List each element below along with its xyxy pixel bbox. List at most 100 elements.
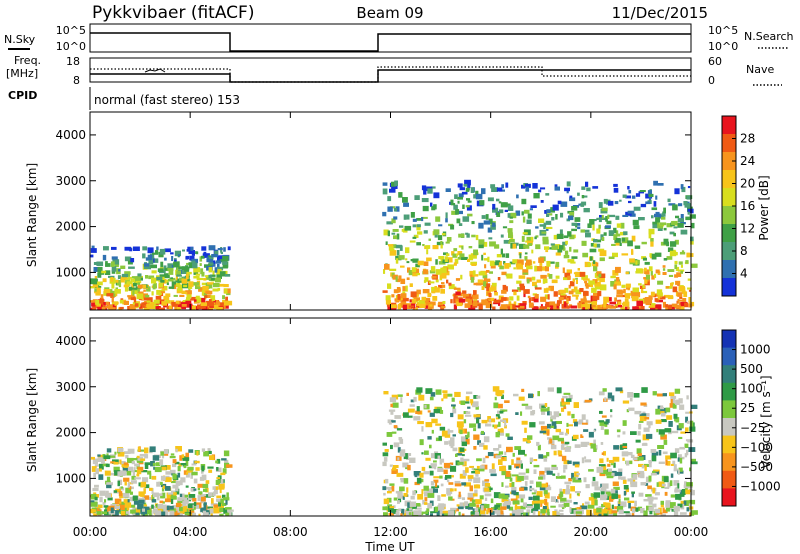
echo-cell — [110, 277, 114, 282]
echo-cell — [120, 278, 125, 283]
colorbar-swatch — [722, 116, 736, 135]
echo-cell — [623, 231, 628, 236]
echo-cell — [660, 412, 666, 417]
echo-cell — [457, 200, 460, 204]
echo-cell — [516, 264, 524, 270]
echo-cell — [669, 231, 675, 235]
echo-cell — [540, 502, 543, 507]
echo-cell — [547, 484, 551, 488]
echo-cell — [195, 273, 201, 276]
echo-cell — [634, 245, 641, 249]
echo-cell — [465, 414, 472, 417]
echo-cell — [539, 306, 547, 309]
echo-cell — [504, 501, 512, 506]
echo-cell — [583, 195, 588, 198]
echo-cell — [660, 500, 664, 505]
echo-cell — [523, 289, 530, 294]
echo-cell — [134, 470, 139, 473]
echo-cell — [397, 492, 403, 499]
echo-cell — [136, 474, 140, 477]
echo-cell — [601, 465, 607, 470]
echo-cell — [614, 201, 619, 205]
echo-cell — [409, 457, 416, 463]
echo-cell — [384, 449, 389, 452]
echo-cell — [470, 399, 474, 404]
echo-cell — [497, 428, 504, 434]
echo-cell — [214, 250, 219, 255]
echo-cell — [546, 260, 551, 267]
echo-cell — [426, 508, 430, 512]
echo-cell — [489, 271, 493, 274]
echo-cell — [657, 280, 664, 285]
echo-cell — [398, 192, 403, 198]
echo-cell — [393, 208, 397, 212]
echo-cell — [549, 247, 553, 250]
echo-cell — [566, 422, 569, 427]
echo-cell — [458, 233, 465, 238]
echo-cell — [158, 282, 163, 288]
echo-cell — [545, 266, 549, 272]
echo-cell — [148, 303, 154, 310]
echo-cell — [515, 466, 519, 469]
echo-cell — [631, 491, 635, 494]
echo-cell — [603, 502, 607, 506]
echo-cell — [185, 290, 192, 295]
echo-cell — [184, 463, 188, 466]
echo-cell — [688, 503, 691, 508]
echo-cell — [472, 508, 475, 513]
echo-cell — [91, 466, 97, 472]
echo-cell — [509, 296, 514, 301]
echo-cell — [584, 459, 592, 463]
colorbar-swatch — [722, 453, 736, 472]
echo-cell — [177, 278, 180, 285]
echo-cell — [137, 284, 144, 289]
echo-cell — [596, 228, 601, 234]
echo-cell — [403, 202, 409, 207]
echo-cell — [412, 272, 418, 277]
echo-cell — [169, 505, 174, 510]
colorbar-swatch — [722, 134, 736, 153]
echo-cell — [397, 447, 401, 453]
echo-cell — [488, 237, 493, 240]
echo-cell — [209, 508, 216, 514]
echo-cell — [608, 200, 614, 206]
echo-cell — [170, 252, 174, 255]
velocity-echoes — [90, 386, 698, 516]
echo-cell — [133, 500, 140, 505]
echo-cell — [654, 492, 660, 496]
range-tick-label: 4000 — [55, 334, 86, 348]
echo-cell — [656, 289, 663, 295]
echo-cell — [387, 283, 392, 289]
echo-cell — [512, 452, 515, 457]
echo-cell — [114, 264, 119, 268]
echo-cell — [541, 405, 546, 408]
echo-cell — [566, 297, 569, 301]
echo-cell — [391, 181, 396, 187]
echo-cell — [566, 428, 569, 435]
echo-cell — [174, 305, 178, 310]
echo-cell — [640, 402, 647, 406]
echo-cell — [536, 266, 543, 272]
echo-cell — [543, 457, 548, 462]
echo-cell — [668, 421, 673, 427]
echo-cell — [547, 411, 551, 416]
echo-cell — [199, 263, 202, 266]
echo-cell — [174, 461, 180, 465]
echo-cell — [641, 256, 647, 260]
echo-cell — [478, 303, 483, 309]
echo-cell — [127, 448, 135, 454]
echo-cell — [517, 259, 524, 265]
echo-cell — [564, 272, 571, 278]
echo-cell — [186, 292, 192, 298]
echo-cell — [438, 435, 442, 441]
echo-cell — [499, 410, 504, 414]
echo-cell — [208, 277, 216, 281]
echo-cell — [570, 305, 577, 309]
echo-cell — [217, 508, 223, 512]
echo-cell — [600, 442, 604, 445]
echo-cell — [686, 449, 689, 456]
echo-cell — [609, 301, 617, 305]
echo-cell — [451, 210, 458, 215]
echo-cell — [453, 287, 461, 290]
echo-cell — [462, 290, 467, 294]
